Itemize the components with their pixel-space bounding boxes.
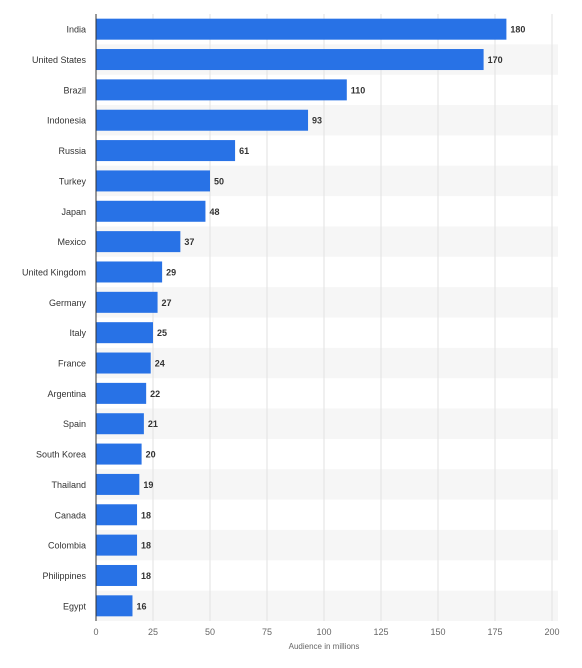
row-band [96,347,558,379]
x-tick-labels: 0 25 50 75 100 125 150 175 200 [93,627,559,637]
bar [96,79,347,101]
value-label: 27 [162,298,172,308]
category-label: Canada [54,510,86,520]
bar [96,322,153,344]
category-label: Argentina [47,389,86,399]
category-label: Mexico [57,237,86,247]
bar [96,595,133,617]
value-label: 18 [141,541,151,551]
x-tick-label: 150 [430,627,445,637]
category-labels: India United States Brazil Indonesia Russia T… [22,25,87,612]
value-label: 19 [143,480,153,490]
bar [96,473,140,495]
category-label: United States [32,55,87,65]
category-label: Brazil [63,85,86,95]
category-label: Indonesia [47,116,86,126]
bar [96,352,151,374]
value-label: 93 [312,116,322,126]
x-tick-label: 0 [93,627,98,637]
category-label: Philippines [42,571,86,581]
x-tick-label: 175 [487,627,502,637]
x-tick-label: 200 [544,627,559,637]
value-label: 16 [136,601,146,611]
value-label: 18 [141,510,151,520]
value-label: 180 [510,25,525,35]
bar [96,413,144,435]
row-band [96,590,558,621]
value-label: 18 [141,571,151,581]
category-label: Germany [49,298,87,308]
value-label: 170 [488,55,503,65]
bar [96,291,158,313]
category-label: Spain [63,419,86,429]
bar [96,261,163,283]
x-tick-label: 75 [262,627,272,637]
x-tick-label: 100 [316,627,331,637]
category-label: Russia [58,146,86,156]
bars [96,18,507,617]
row-band [96,408,558,439]
bar [96,504,138,526]
category-label: Colombia [48,541,86,551]
bar [96,200,206,222]
value-label: 21 [148,419,158,429]
category-label: Turkey [59,176,87,186]
value-labels: 180 170 110 93 61 50 48 37 29 27 25 24 22 21 20 19 18 18 1… [136,25,525,612]
x-tick-label: 25 [148,627,158,637]
bar [96,140,236,162]
bar [96,564,138,586]
category-label: Egypt [63,601,87,611]
x-axis-title: Audience in millions [289,642,360,651]
category-label: India [66,25,86,35]
bar [96,231,181,253]
value-label: 29 [166,267,176,277]
bar [96,18,507,40]
bar [96,109,309,131]
category-label: South Korea [36,450,86,460]
bar [96,443,142,465]
value-label: 50 [214,176,224,186]
row-bands [96,44,558,621]
value-label: 24 [155,359,165,369]
value-label: 61 [239,146,249,156]
category-label: Thailand [51,480,86,490]
value-label: 20 [146,450,156,460]
category-label: Japan [61,207,86,217]
category-label: Italy [69,328,86,338]
value-label: 48 [209,207,219,217]
row-band [96,469,558,500]
value-label: 37 [184,237,194,247]
category-label: United Kingdom [22,267,86,277]
x-tick-label: 125 [373,627,388,637]
value-label: 110 [351,85,366,95]
value-label: 22 [150,389,160,399]
row-band [96,529,558,561]
bar [96,49,484,71]
bar [96,382,147,404]
category-label: France [58,359,86,369]
x-tick-label: 50 [205,627,215,637]
row-band [96,287,558,318]
bar [96,534,138,556]
bar [96,170,210,192]
value-label: 25 [157,328,167,338]
